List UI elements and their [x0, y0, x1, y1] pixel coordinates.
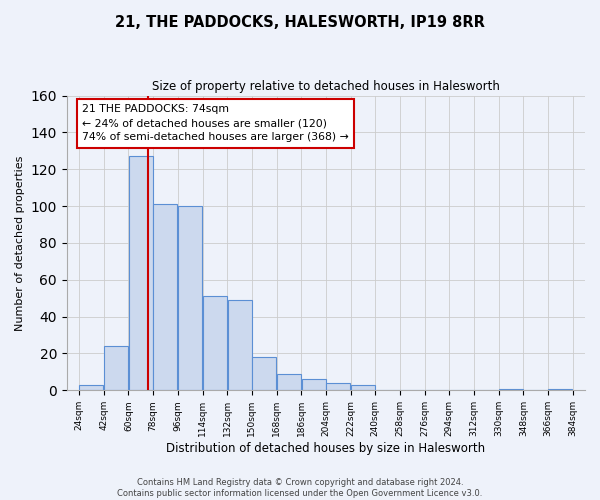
X-axis label: Distribution of detached houses by size in Halesworth: Distribution of detached houses by size … [166, 442, 485, 455]
Bar [252, 357, 276, 390]
Bar [227, 300, 251, 390]
Text: 21, THE PADDOCKS, HALESWORTH, IP19 8RR: 21, THE PADDOCKS, HALESWORTH, IP19 8RR [115, 15, 485, 30]
Bar [154, 204, 178, 390]
Y-axis label: Number of detached properties: Number of detached properties [15, 156, 25, 330]
Bar [178, 206, 202, 390]
Bar [203, 296, 227, 390]
Bar [79, 385, 103, 390]
Bar [129, 156, 153, 390]
Bar [548, 388, 572, 390]
Text: Contains HM Land Registry data © Crown copyright and database right 2024.
Contai: Contains HM Land Registry data © Crown c… [118, 478, 482, 498]
Bar [302, 380, 326, 390]
Bar [351, 385, 375, 390]
Bar [499, 388, 523, 390]
Title: Size of property relative to detached houses in Halesworth: Size of property relative to detached ho… [152, 80, 500, 93]
Bar [326, 383, 350, 390]
Bar [277, 374, 301, 390]
Bar [104, 346, 128, 391]
Text: 21 THE PADDOCKS: 74sqm
← 24% of detached houses are smaller (120)
74% of semi-de: 21 THE PADDOCKS: 74sqm ← 24% of detached… [82, 104, 349, 142]
